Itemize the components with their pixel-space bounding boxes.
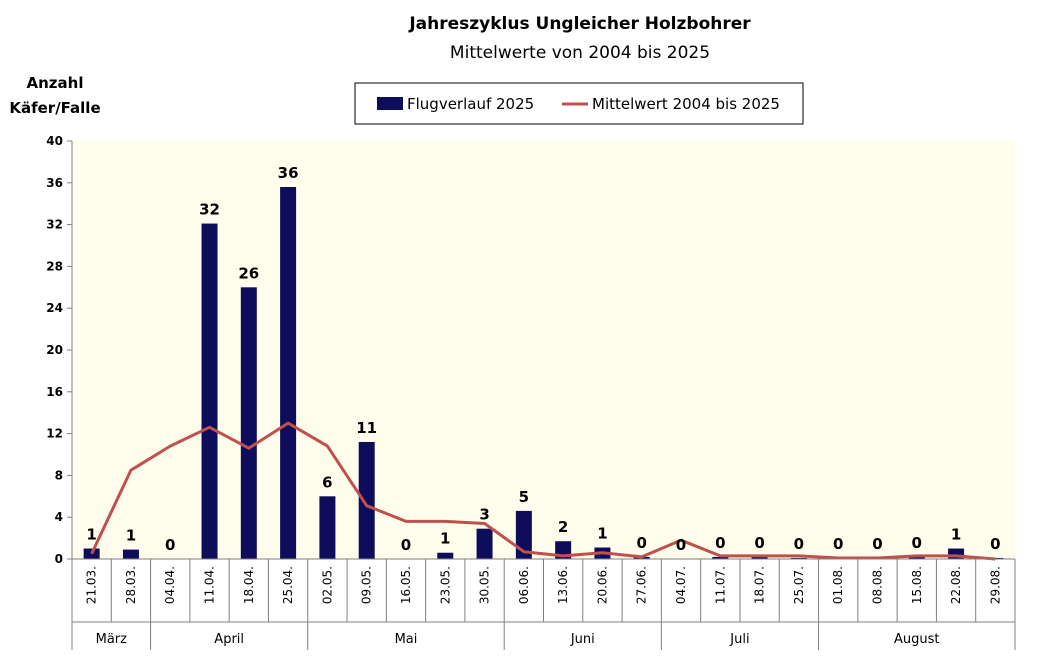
month-label: Mai <box>395 632 418 647</box>
x-tick-label: 08.08. <box>870 566 884 604</box>
x-tick-label: 25.07. <box>792 566 806 604</box>
data-label: 1 <box>440 530 450 548</box>
data-label: 0 <box>715 534 725 552</box>
y-tick-label: 36 <box>46 176 63 190</box>
bar <box>908 556 925 559</box>
y-axis-label-line1: Anzahl <box>27 74 84 92</box>
month-label: März <box>96 632 128 647</box>
legend: Flugverlauf 2025 Mittelwert 2004 bis 202… <box>354 82 804 125</box>
x-tick-label: 25.04. <box>281 566 295 604</box>
line-series <box>90 421 996 561</box>
data-label: 32 <box>199 201 220 219</box>
data-label: 0 <box>754 534 764 552</box>
y-tick-label: 32 <box>46 218 63 232</box>
bar <box>122 549 139 559</box>
y-tick-label: 24 <box>46 301 63 315</box>
data-label: 0 <box>401 536 411 554</box>
x-tick-label: 02.05. <box>320 566 334 604</box>
bar <box>319 496 336 559</box>
month-label: August <box>894 632 940 647</box>
x-tick-label: 18.07. <box>753 566 767 604</box>
x-tick-label: 30.05. <box>478 566 492 604</box>
month-label: Juni <box>570 632 595 647</box>
x-tick-label: 20.06. <box>595 566 609 604</box>
plot-area <box>72 141 1015 559</box>
data-label: 26 <box>238 264 259 282</box>
legend-entry-line: Mittelwert 2004 bis 2025 <box>592 95 780 113</box>
data-label: 0 <box>990 535 1000 553</box>
bar <box>712 556 729 559</box>
x-tick-label: 29.08. <box>988 566 1002 604</box>
data-label: 0 <box>165 536 175 554</box>
x-tick-label: 11.07. <box>713 566 727 604</box>
x-tick-label: 16.05. <box>399 566 413 604</box>
x-tick-label: 01.08. <box>831 566 845 604</box>
month-label: April <box>214 632 244 647</box>
data-label: 0 <box>794 535 804 553</box>
bar <box>240 287 257 559</box>
y-tick-label: 16 <box>46 385 63 399</box>
data-label: 2 <box>558 518 568 536</box>
data-label: 0 <box>637 534 647 552</box>
x-tick-label: 09.05. <box>360 566 374 604</box>
data-label: 1 <box>126 527 136 545</box>
bar <box>358 441 375 559</box>
x-tick-label: 22.08. <box>949 566 963 604</box>
data-label: 0 <box>872 535 882 553</box>
y-tick-label: 8 <box>55 468 63 482</box>
data-label: 0 <box>833 535 843 553</box>
x-tick-label: 04.04. <box>163 566 177 604</box>
x-tick-label: 27.06. <box>635 566 649 604</box>
data-label: 1 <box>597 525 607 543</box>
mean-line <box>90 421 996 561</box>
y-tick-label: 0 <box>55 552 63 566</box>
bar <box>790 557 807 559</box>
data-label: 1 <box>951 526 961 544</box>
data-label: 0 <box>676 536 686 554</box>
data-label: 0 <box>912 534 922 552</box>
x-tick-label: 11.04. <box>203 566 217 604</box>
bar <box>476 528 493 559</box>
data-label: 3 <box>479 506 489 524</box>
data-label: 5 <box>519 488 529 506</box>
data-label: 36 <box>278 164 299 182</box>
data-label: 6 <box>322 473 332 491</box>
x-tick-label: 04.07. <box>674 566 688 604</box>
y-tick-label: 28 <box>46 259 63 273</box>
legend-entry-bar: Flugverlauf 2025 <box>407 95 534 113</box>
x-tick-label: 28.03. <box>124 566 138 604</box>
x-tick-label: 06.06. <box>517 566 531 604</box>
month-label: Juli <box>729 632 749 647</box>
x-tick-label: 13.06. <box>556 566 570 604</box>
y-tick-label: 20 <box>46 343 63 357</box>
legend-swatch-bar <box>377 97 403 110</box>
chart-subtitle: Mittelwerte von 2004 bis 2025 <box>450 43 710 63</box>
bar <box>201 223 218 559</box>
bar <box>280 186 297 560</box>
chart-title: Jahreszyklus Ungleicher Holzbohrer <box>408 14 751 34</box>
x-tick-label: 18.04. <box>242 566 256 604</box>
y-tick-label: 12 <box>46 427 63 441</box>
y-axis-label-line2: Käfer/Falle <box>9 99 100 117</box>
x-tick-label: 15.08. <box>910 566 924 604</box>
bar <box>437 552 454 559</box>
x-tick-label: 23.05. <box>438 566 452 604</box>
y-tick-label: 40 <box>46 134 63 148</box>
bar <box>948 548 965 559</box>
data-label: 1 <box>86 526 96 544</box>
bar <box>751 556 768 559</box>
data-label: 11 <box>356 419 377 437</box>
y-tick-label: 4 <box>55 510 63 524</box>
x-tick-label: 21.03. <box>85 566 99 604</box>
